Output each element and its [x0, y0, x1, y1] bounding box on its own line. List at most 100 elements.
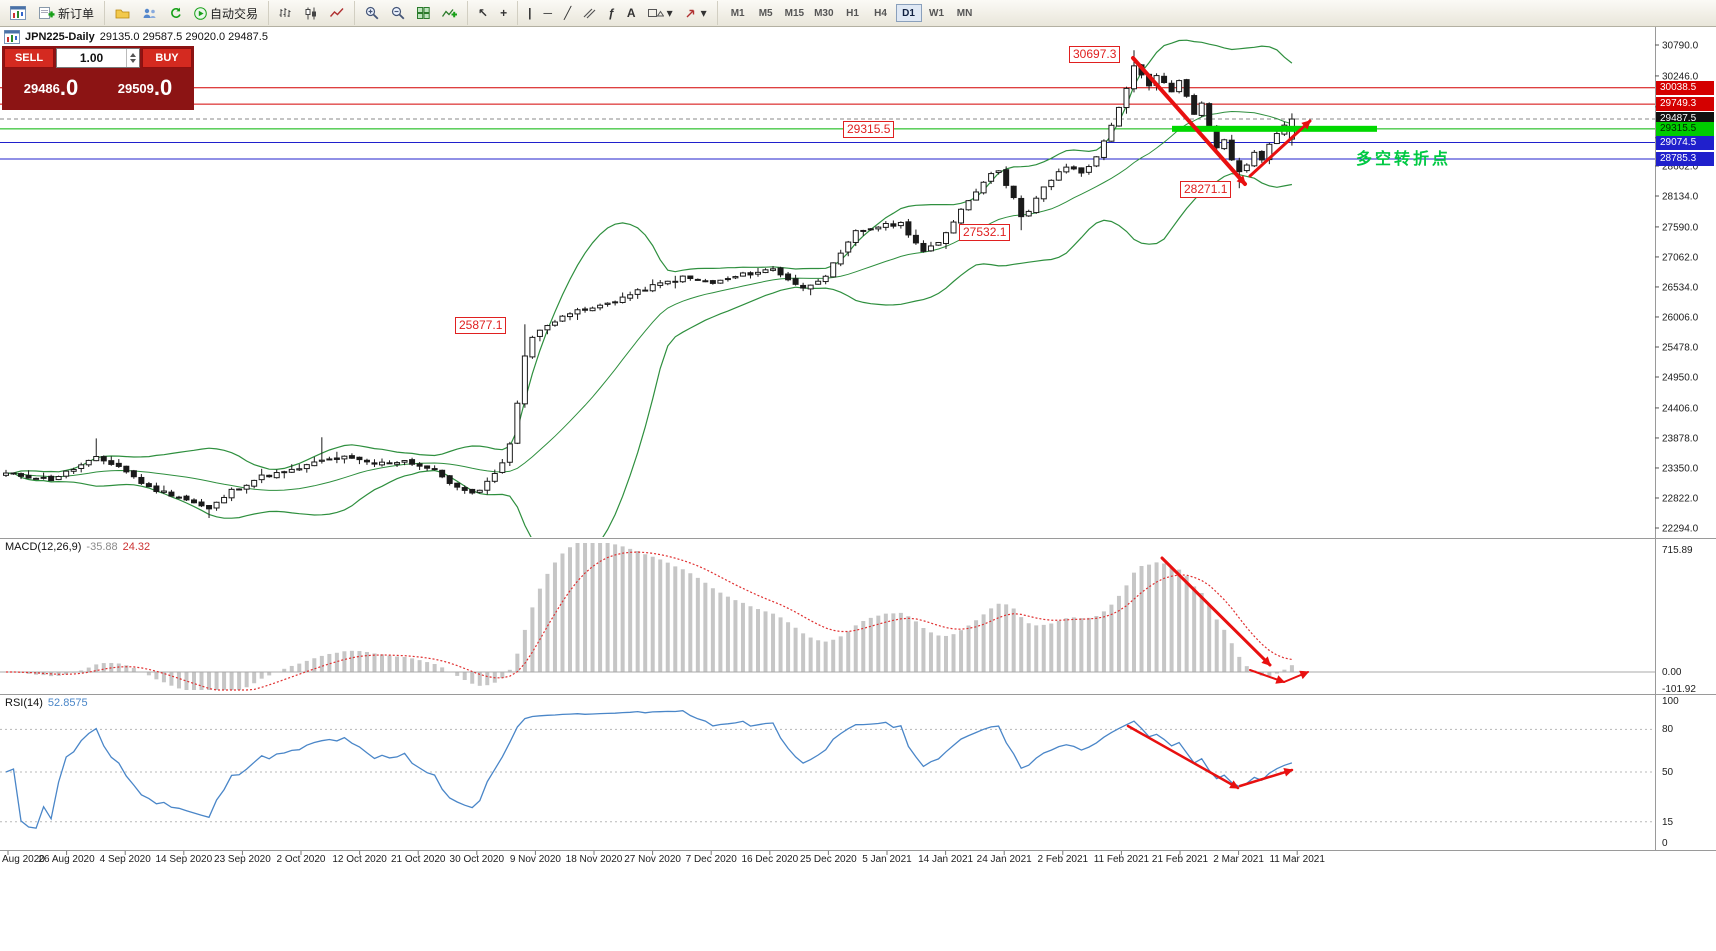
main-trend-arrow[interactable] — [1131, 56, 1247, 186]
rsi-axis-label: 50 — [1662, 767, 1674, 778]
price-tag: 29749.3 — [1656, 97, 1714, 112]
price-annotation[interactable]: 27532.1 — [959, 224, 1011, 241]
sell-button[interactable]: SELL — [4, 48, 54, 68]
y-axis-label: 27590.0 — [1662, 222, 1699, 233]
market-watch-icon[interactable] — [137, 2, 162, 24]
y-axis-label: 28662.0 — [1662, 161, 1699, 172]
auto-trading-button[interactable]: 自动交易 — [189, 2, 263, 24]
x-axis-label: 24 Jan 2021 — [977, 854, 1032, 865]
price-tag: 30038.5 — [1656, 80, 1714, 95]
macd-trend-arrow[interactable] — [1283, 670, 1310, 683]
macd-trend-arrow[interactable] — [1249, 669, 1286, 684]
trendline-icon: ╱ — [563, 6, 572, 20]
timeframe-m1[interactable]: M1 — [725, 4, 751, 22]
timeframe-h4[interactable]: H4 — [868, 4, 894, 22]
zoom-out-icon[interactable] — [386, 2, 410, 24]
x-axis-label: 21 Feb 2021 — [1152, 854, 1209, 865]
timeframe-m30[interactable]: M30 — [810, 4, 837, 22]
buy-button[interactable]: BUY — [142, 48, 192, 68]
price-annotation[interactable]: 29315.5 — [843, 121, 895, 138]
x-axis-label: 26 Aug 2020 — [39, 854, 96, 865]
toolbar-groups: 新订单 自动交易 ↖ + | ─ ╱ ƒ A ▾ ▾ — [0, 0, 718, 26]
channel-icon[interactable] — [578, 2, 601, 24]
x-axis-label: 4 Sep 2020 — [100, 854, 152, 865]
chart-window-icon[interactable] — [5, 2, 31, 24]
y-axis-label: 23350.0 — [1662, 463, 1699, 474]
text-tool-icon[interactable]: A — [622, 2, 641, 24]
volume-stepper[interactable]: 1.00 — [56, 48, 140, 68]
timeframe-m15[interactable]: M15 — [781, 4, 808, 22]
bar-chart-icon[interactable] — [274, 2, 297, 24]
toolbar-group: ↖ + — [468, 1, 519, 25]
y-axis-label: 28134.0 — [1662, 191, 1699, 202]
y-axis-label: 24950.0 — [1662, 373, 1699, 384]
macd-trend-arrow[interactable] — [1160, 556, 1272, 667]
y-axis-label: 24406.0 — [1662, 403, 1699, 414]
x-axis-label: 12 Oct 2020 — [332, 854, 387, 865]
volume-stepper-arrows[interactable] — [126, 49, 139, 67]
shapes-tool-icon — [647, 7, 664, 19]
timeframe-d1[interactable]: D1 — [895, 4, 922, 22]
volume-up-icon[interactable] — [130, 53, 136, 57]
rsi-trend-arrow[interactable] — [1238, 767, 1294, 788]
fibonacci-icon[interactable]: ƒ — [603, 2, 620, 24]
trend-arrows — [1126, 56, 1312, 790]
indicators-icon[interactable] — [437, 2, 462, 24]
candlestick-chart-icon — [304, 7, 318, 20]
volume-value: 1.00 — [79, 51, 104, 65]
symbol-period-label: JPN225-Daily — [25, 31, 95, 43]
shapes-tool-icon[interactable]: ▾ — [643, 2, 678, 24]
price-annotation[interactable]: 25877.1 — [455, 317, 507, 334]
timeframe-w1[interactable]: W1 — [924, 4, 950, 22]
timeframe-h1[interactable]: H1 — [840, 4, 866, 22]
horizontal-line-icon[interactable]: ─ — [538, 2, 557, 24]
x-axis-label: 16 Dec 2020 — [741, 854, 798, 865]
rsi-trend-arrow[interactable] — [1126, 724, 1240, 790]
x-axis-label: 14 Sep 2020 — [155, 854, 212, 865]
y-axis-label: 27062.0 — [1662, 252, 1699, 263]
arrows-tool-icon[interactable]: ▾ — [680, 2, 712, 24]
price-tag: 29074.5 — [1656, 135, 1714, 150]
cursor-icon: ↖ — [478, 6, 489, 20]
candles — [3, 50, 1295, 518]
navigator-icon — [169, 7, 182, 19]
vertical-line-icon[interactable]: | — [523, 2, 536, 24]
volume-down-icon[interactable] — [130, 59, 136, 63]
auto-trading-button — [194, 6, 207, 20]
trendline-icon[interactable]: ╱ — [559, 2, 576, 24]
toolbar-group: | ─ ╱ ƒ A ▾ ▾ — [518, 1, 718, 25]
new-order-button[interactable]: 新订单 — [33, 2, 99, 24]
crosshair-icon[interactable]: + — [495, 2, 512, 24]
buy-price-int: 29509 — [117, 80, 154, 96]
candlestick-chart-icon[interactable] — [299, 2, 323, 24]
sell-price[interactable]: 29486.0 — [4, 68, 98, 108]
y-axis-label: 26006.0 — [1662, 312, 1699, 323]
price-axis: 30790.030246.029702.029158.028662.028134… — [2, 41, 1699, 866]
sell-price-int: 29486 — [23, 80, 60, 96]
rsi-panel — [0, 710, 1655, 829]
support-band[interactable] — [1172, 125, 1377, 132]
navigator-icon[interactable] — [164, 2, 187, 24]
price-annotation[interactable]: 28271.1 — [1180, 181, 1232, 198]
sell-price-frac: .0 — [59, 75, 79, 100]
line-chart-icon[interactable] — [325, 2, 349, 24]
ohlc-values: 29135.0 29587.5 29020.0 29487.5 — [99, 31, 268, 43]
toolbar-group — [269, 1, 356, 25]
price-annotation[interactable]: 30697.3 — [1069, 46, 1121, 63]
arrows-tool-icon: ▾ — [700, 6, 707, 20]
vertical-line-icon: | — [528, 6, 532, 20]
zoom-in-icon[interactable] — [360, 2, 384, 24]
timeframe-m5[interactable]: M5 — [753, 4, 779, 22]
market-watch-icon — [142, 7, 157, 19]
tile-windows-icon[interactable] — [412, 2, 435, 24]
new-order-button-label: 新订单 — [58, 6, 95, 21]
main-trend-arrow[interactable] — [1248, 119, 1312, 178]
profiles-icon[interactable] — [110, 2, 135, 24]
timeframe-mn[interactable]: MN — [952, 4, 978, 22]
cursor-icon[interactable]: ↖ — [473, 2, 493, 24]
macd-panel — [0, 543, 1655, 691]
buy-price[interactable]: 29509.0 — [98, 68, 192, 108]
turning-point-annotation[interactable]: 多空转折点 — [1356, 151, 1452, 168]
x-axis-label: 23 Sep 2020 — [214, 854, 271, 865]
